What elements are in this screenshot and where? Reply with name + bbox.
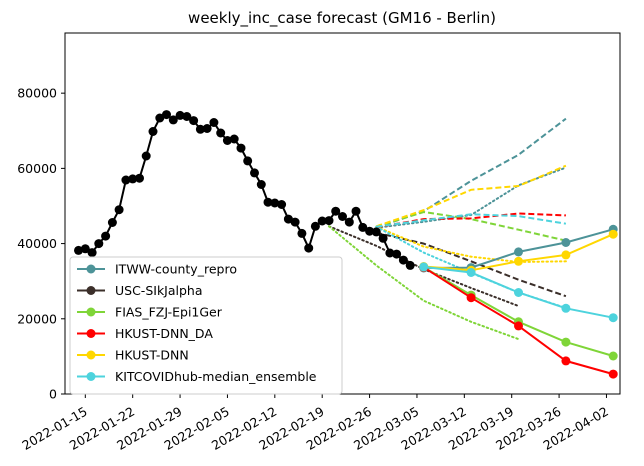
series-point-fias-fzj-epi1ger [561,337,571,347]
observed-point [101,231,111,241]
legend-swatch-marker [86,286,96,295]
series-point-hkust-dnn-da [514,321,523,331]
series-point-hkust-dnn [561,250,571,260]
plot-frame [64,32,621,395]
legend-label: FIAS_FZJ-Epi1Ger [115,305,223,320]
observed-point [128,174,138,184]
observed-point [304,243,314,253]
legend-box [69,256,343,395]
legend-swatch-marker [86,372,96,381]
y-tick-label: 40000 [17,236,57,251]
observed-point [398,255,408,265]
series-point-hkust-dnn-da [561,356,571,366]
y-tick-label: 0 [49,387,57,402]
series-point-kitcovidhub-median-ensemble [561,303,571,313]
series-point-hkust-dnn [608,229,618,239]
observed-point [283,214,293,224]
series-upper-line-hkust-dnn [375,164,567,228]
observed-point [141,151,151,161]
series-point-kitcovidhub-median-ensemble [514,288,523,297]
observed-point [80,244,90,254]
observed-point [114,205,124,215]
observed-point [263,197,273,207]
legend-label: KITCOVIDhub-median_ensemble [115,369,317,384]
series-point-kitcovidhub-median-ensemble [466,268,476,277]
observed-point [209,118,219,127]
observed-point [168,115,178,125]
observed-point [331,206,341,216]
observed-point [256,180,266,189]
observed-point [195,124,205,134]
series-upper-line-itww-county-repro [375,117,567,229]
observed-point [378,233,388,243]
series-point-itww-county-repro [561,238,571,247]
observed-point [94,239,104,249]
observed-point [371,227,381,237]
observed-point [317,216,327,226]
observed-point [229,134,239,144]
observed-point [270,198,280,208]
series-upper-line-fias-fzj-epi1ger [376,210,567,242]
observed-point [107,218,117,227]
series-lower-line-fias-fzj-epi1ger [328,225,520,341]
legend-swatch-marker [86,329,96,338]
observed-point [243,156,253,166]
observed-point [277,200,287,209]
plot-area [74,110,618,379]
observed-point [405,260,415,270]
observed-point [162,110,171,120]
observed-point [74,245,83,255]
observed-point [236,143,246,153]
series-upper-line-usc-sikjalpha [376,231,567,298]
observed-point [148,127,158,136]
legend-swatch-marker [86,307,96,317]
series-lower-line-hkust-dnn [375,225,567,264]
observed-point [135,173,144,183]
observed-point [297,228,307,238]
observed-point [87,248,97,258]
observed-point [121,175,131,185]
series-point-itww-county-repro [514,247,523,257]
series-upper-line-kitcovidhub-median-ensemble [376,213,567,228]
observed-point [351,206,361,216]
observed-point [324,216,334,226]
observed-point [392,249,402,259]
observed-point [344,217,354,227]
legend-label: HKUST-DNN [115,348,189,363]
legend-label: HKUST-DNN_DA [115,326,213,341]
legend: ITWW-county_repro USC-SIkJalpha FIAS_FZJ-E… [69,256,343,395]
observed-point [365,226,375,236]
observed-point [358,222,368,232]
legend-swatch-marker [86,350,96,360]
series-point-hkust-dnn-da [608,369,618,379]
y-tick-label: 20000 [17,311,57,326]
series-point-fias-fzj-epi1ger [608,351,618,361]
observed-point [222,136,232,145]
series-point-hkust-dnn [514,256,523,266]
legend-label: ITWW-county_repro [115,262,237,277]
observed-point [310,221,320,231]
y-axis: 0 20000 40000 60000 80000 [17,86,65,402]
observed-point [155,113,165,123]
y-tick-label: 80000 [17,86,57,101]
chart-title: weekly_inc_case forecast (GM16 - Berlin) [188,9,496,28]
observed-point [250,168,259,178]
series-point-kitcovidhub-median-ensemble [608,313,618,323]
observed-point [182,112,192,121]
observed-point [216,128,226,138]
series-point-kitcovidhub-median-ensemble [419,262,429,272]
legend-label: USC-SIkJalpha [115,283,203,298]
legend-swatch-marker [86,264,96,274]
observed-point [385,248,395,258]
observed-point [202,124,212,133]
observed-point [175,110,185,120]
series-point-hkust-dnn-da [466,293,476,303]
observed-point [290,217,300,227]
y-tick-label: 60000 [17,161,57,176]
observed-point [189,116,199,126]
observed-point [338,212,347,221]
